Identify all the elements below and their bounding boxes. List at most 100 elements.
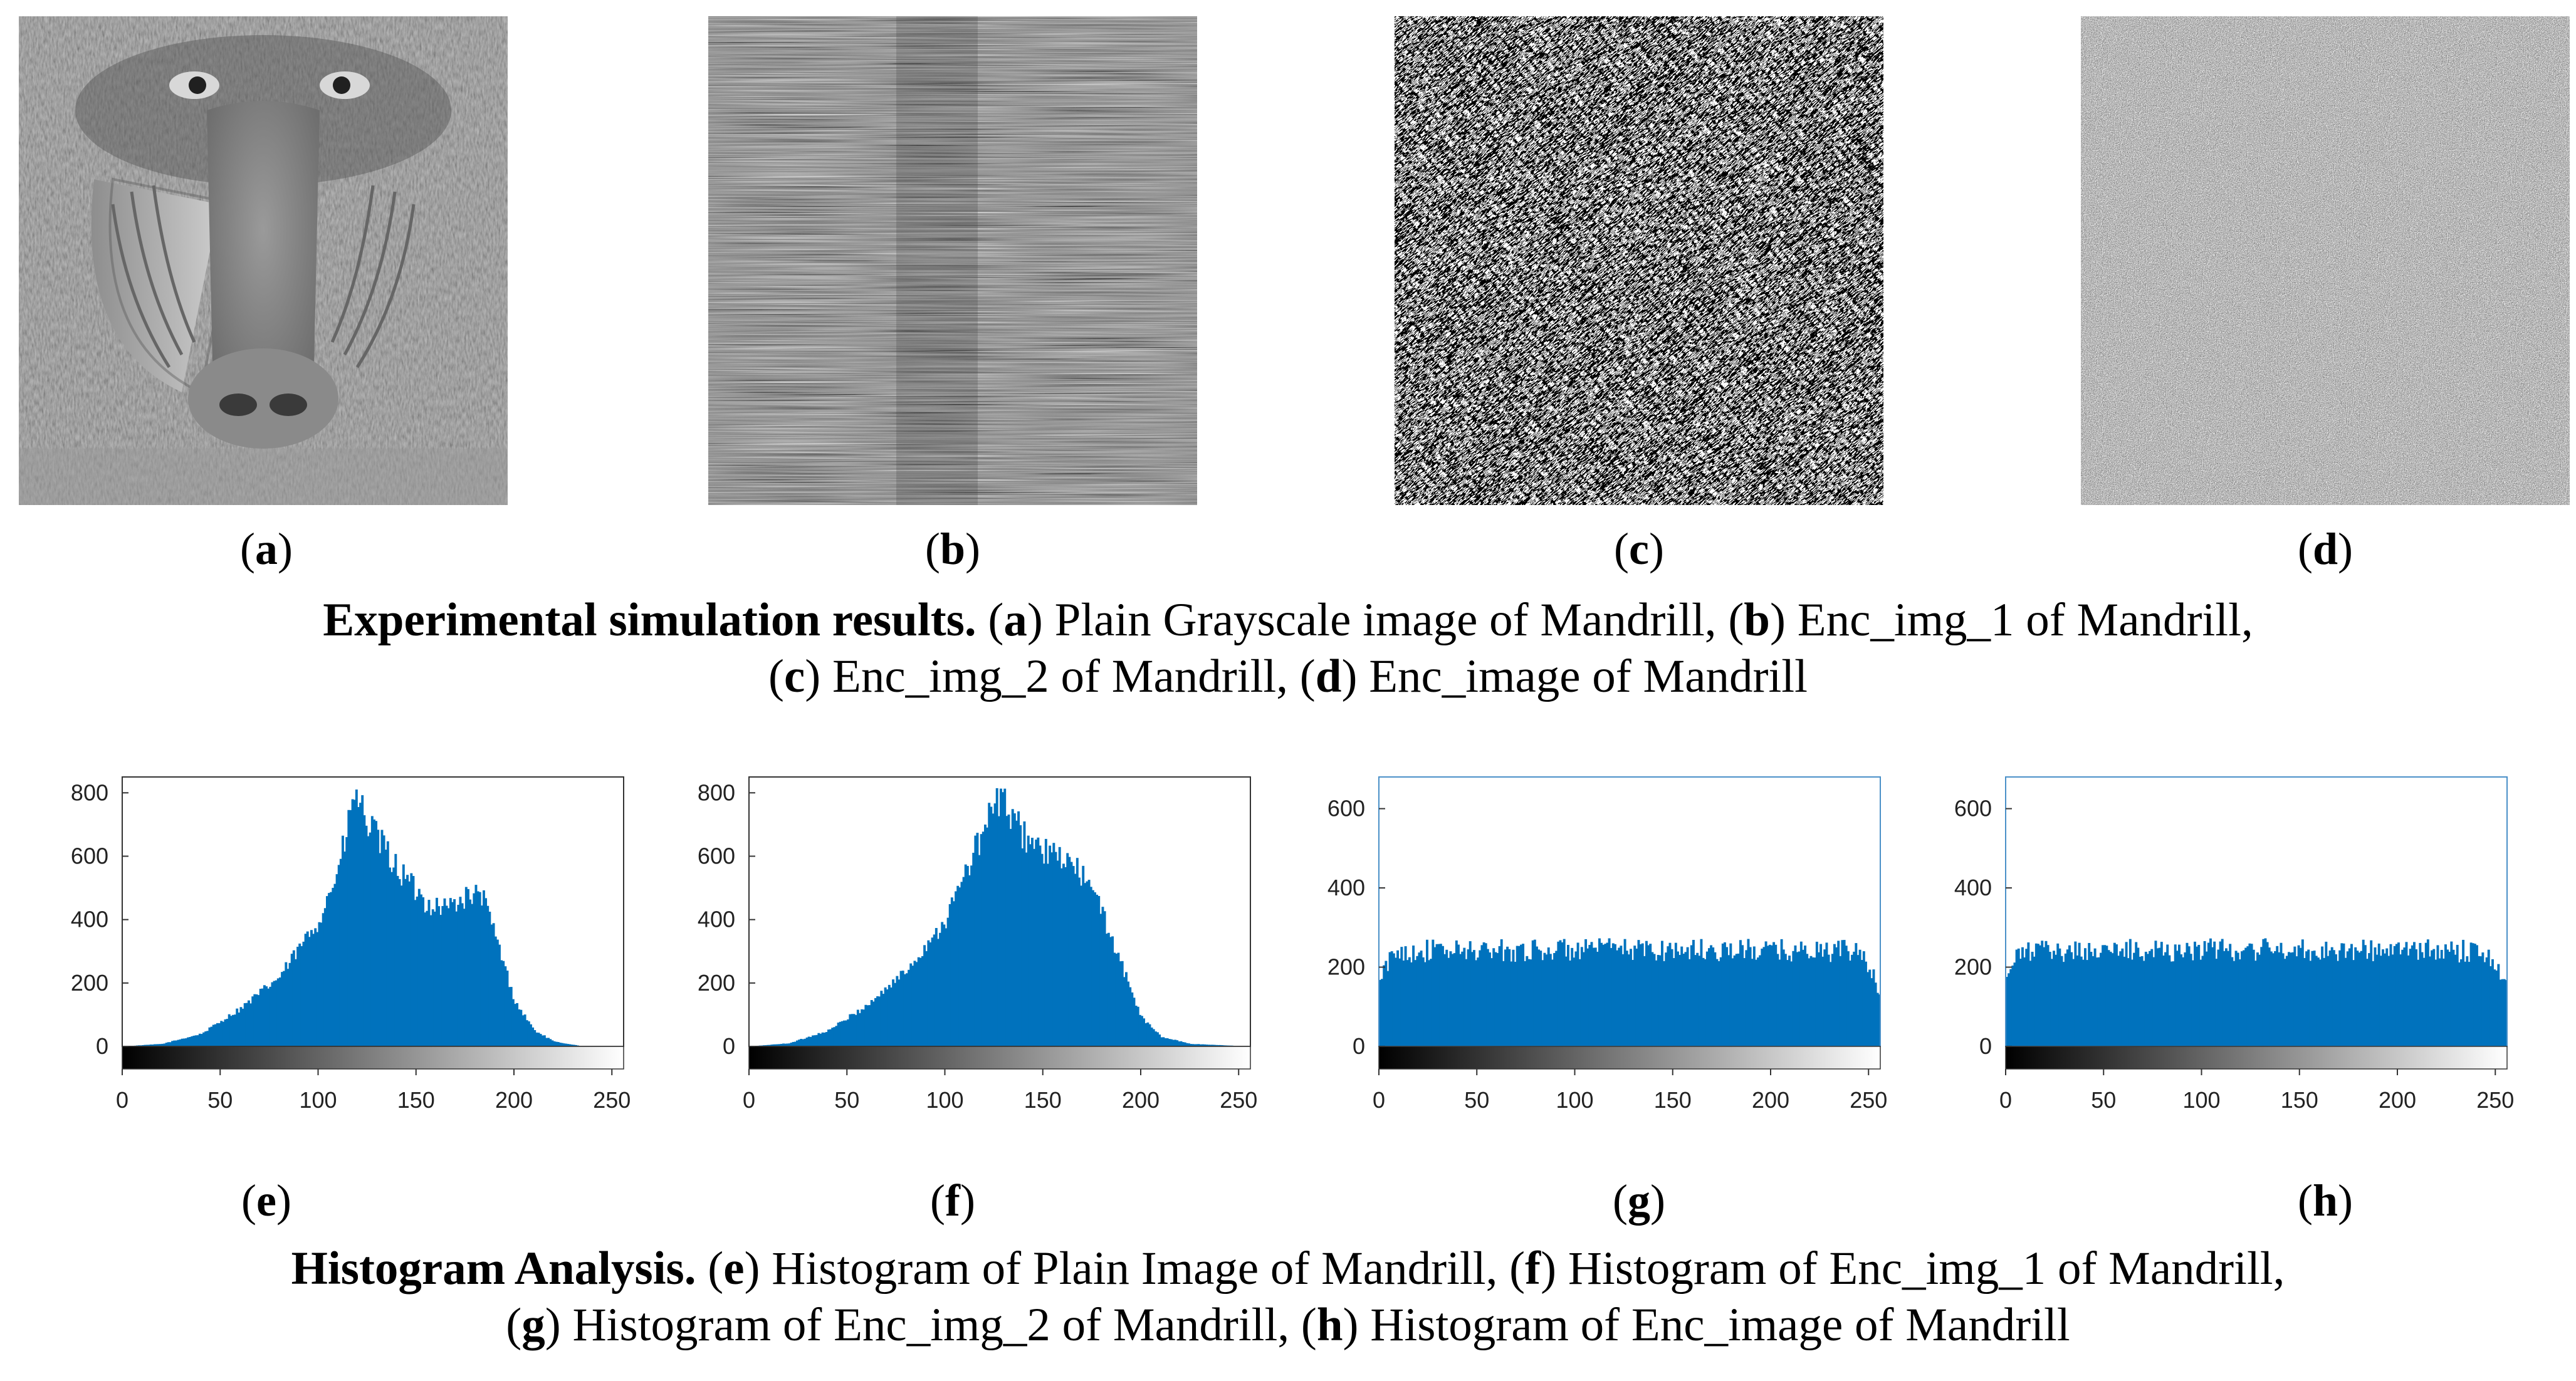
- histogram-bar: [970, 865, 973, 1046]
- x-tick-label: 250: [593, 1087, 631, 1113]
- y-tick-label: 800: [698, 779, 735, 805]
- histogram-bar: [884, 987, 887, 1046]
- histogram-bar: [243, 1003, 246, 1046]
- histogram-bar: [1696, 952, 1699, 1046]
- histogram-bar: [1762, 947, 1766, 1046]
- histogram-bar: [2313, 951, 2316, 1046]
- histogram-bar: [530, 1024, 532, 1046]
- histogram-bar: [933, 934, 936, 1046]
- histogram-bar: [903, 974, 906, 1046]
- histogram-bar: [173, 1040, 176, 1046]
- histogram-bar: [483, 890, 485, 1046]
- histogram-bar: [2178, 944, 2181, 1046]
- histogram-bar: [2311, 951, 2314, 1046]
- histogram-bar: [1019, 825, 1022, 1046]
- histogram-bar: [817, 1033, 820, 1046]
- histogram-bar: [2186, 942, 2189, 1046]
- histogram-bar: [363, 815, 366, 1046]
- histogram-bar: [1741, 945, 1744, 1046]
- histogram-bar: [347, 810, 350, 1046]
- histogram-bar: [1047, 863, 1049, 1046]
- histogram-bar: [2131, 959, 2134, 1046]
- histogram-bar: [234, 1014, 237, 1046]
- histogram-bar: [1782, 949, 1785, 1046]
- histogram-bar: [1489, 952, 1491, 1046]
- histogram-bar: [1858, 949, 1861, 1046]
- x-tick-label: 250: [1220, 1087, 1257, 1113]
- histogram-bar: [968, 875, 971, 1046]
- histogram-bar: [2053, 951, 2055, 1046]
- histogram-bar: [1005, 816, 1008, 1046]
- histogram-bar: [925, 951, 928, 1046]
- histogram-bars: [124, 790, 584, 1046]
- histogram-bar: [2025, 949, 2028, 1046]
- histogram-bar: [2027, 942, 2030, 1046]
- histogram-bar: [557, 1042, 560, 1046]
- histogram-bar: [492, 923, 495, 1046]
- enc-img-2-image: [1395, 16, 1883, 505]
- histogram-bar: [504, 966, 507, 1046]
- histogram-bar: [772, 1044, 775, 1046]
- x-tick-label: 250: [1850, 1087, 1887, 1113]
- histogram-bar: [382, 835, 385, 1046]
- x-tick-label: 50: [2091, 1087, 2116, 1113]
- histogram-bar: [992, 813, 995, 1046]
- histogram-bar: [1143, 1018, 1146, 1046]
- histogram-bar: [2121, 948, 2124, 1046]
- histogram-bar: [478, 892, 481, 1046]
- histogram-bar: [2299, 947, 2302, 1046]
- histogram-bar: [306, 931, 309, 1046]
- histogram-bar: [2050, 959, 2053, 1046]
- histogram-bar: [449, 898, 452, 1046]
- histogram-bar: [1819, 944, 1823, 1046]
- histogram-bar: [1735, 954, 1738, 1046]
- histogram-bar: [533, 1029, 537, 1046]
- panel-label-d: (d): [2297, 524, 2353, 574]
- histogram-bar: [1111, 936, 1114, 1046]
- histogram-bar: [2370, 940, 2373, 1046]
- histogram-bar: [1029, 844, 1032, 1046]
- histogram-bar: [2379, 956, 2382, 1046]
- histogram-bar: [214, 1024, 217, 1046]
- caption-2-title: Histogram Analysis.: [291, 1243, 696, 1295]
- histogram-bar: [292, 950, 295, 1046]
- histogram-bar: [898, 979, 901, 1046]
- histogram-bar: [1482, 942, 1485, 1046]
- histogram-bar: [1694, 955, 1697, 1046]
- histogram-bar: [1183, 1042, 1186, 1046]
- histogram-bar: [232, 1014, 234, 1046]
- grayscale-colorbar: [1378, 1046, 1881, 1070]
- histogram-bar: [286, 969, 290, 1046]
- histogram-bar: [1808, 958, 1811, 1046]
- histogram-bar: [2419, 942, 2422, 1046]
- histogram-bar: [1066, 853, 1069, 1046]
- histogram-bar: [171, 1041, 174, 1046]
- histogram-bar: [1655, 960, 1658, 1046]
- histogram-bar: [882, 994, 885, 1046]
- histogram-bar: [906, 973, 908, 1046]
- histogram-bar: [980, 834, 983, 1046]
- histogram-bar: [1802, 949, 1804, 1046]
- histogram-bar: [218, 1023, 221, 1046]
- histogram-bar: [1557, 941, 1560, 1046]
- histogram-bar: [1172, 1040, 1175, 1046]
- histogram-bar: [1606, 942, 1609, 1046]
- histogram-bar: [400, 885, 403, 1046]
- histogram-bar: [2137, 947, 2140, 1046]
- histogram-bar: [283, 971, 286, 1046]
- histogram-bar: [1829, 962, 1832, 1046]
- histogram-bar: [1855, 943, 1858, 1046]
- histogram-bar: [1576, 942, 1579, 1046]
- histogram-bar: [149, 1044, 152, 1046]
- histogram-bar: [997, 816, 1000, 1046]
- histogram-bar: [1580, 947, 1583, 1046]
- histogram-bar: [249, 1003, 253, 1046]
- histogram-bar: [1584, 939, 1588, 1046]
- histogram-bar: [2172, 961, 2175, 1046]
- histogram-bar: [420, 894, 422, 1046]
- histogram-bar: [2328, 950, 2332, 1046]
- histogram-bar: [1469, 941, 1472, 1046]
- histogram-bar: [508, 987, 511, 1046]
- histogram-bar: [2154, 941, 2157, 1046]
- histogram-bar: [1141, 1016, 1143, 1046]
